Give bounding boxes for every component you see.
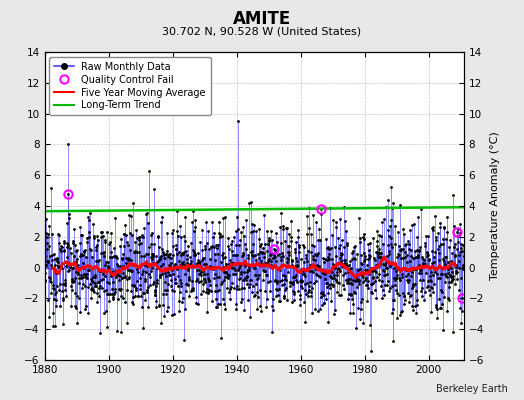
Legend: Raw Monthly Data, Quality Control Fail, Five Year Moving Average, Long-Term Tren: Raw Monthly Data, Quality Control Fail, … [49, 57, 211, 115]
Text: AMITE: AMITE [233, 10, 291, 28]
Y-axis label: Temperature Anomaly (°C): Temperature Anomaly (°C) [489, 132, 499, 280]
Text: 30.702 N, 90.528 W (United States): 30.702 N, 90.528 W (United States) [162, 26, 362, 36]
Text: Berkeley Earth: Berkeley Earth [436, 384, 508, 394]
